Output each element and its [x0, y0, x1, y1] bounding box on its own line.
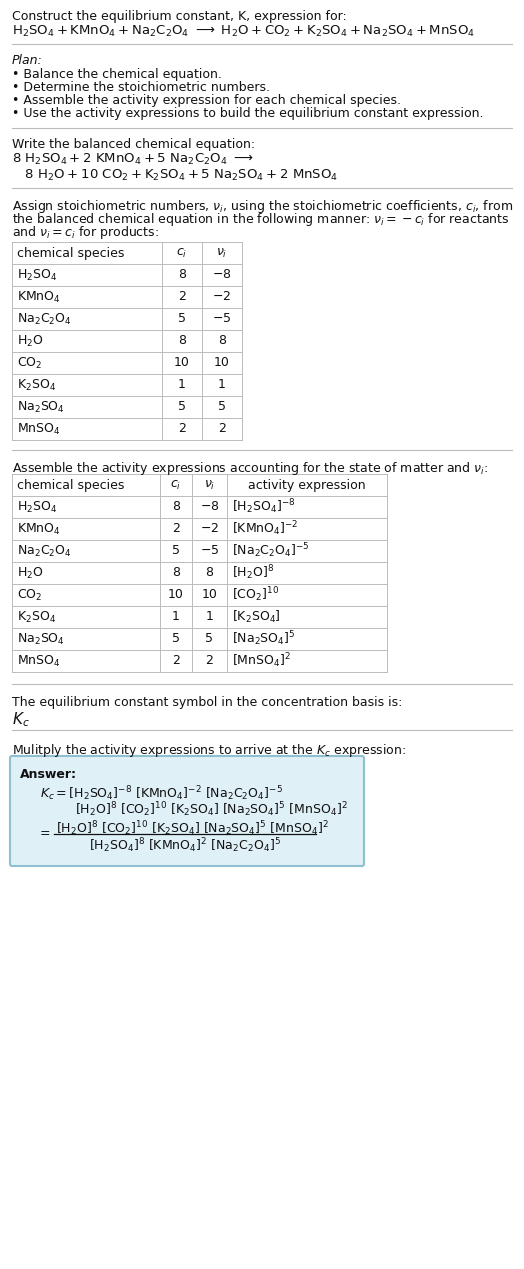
FancyBboxPatch shape: [10, 756, 364, 865]
Text: $c_i$: $c_i$: [170, 478, 182, 491]
Text: $\nu_i$: $\nu_i$: [216, 246, 228, 260]
Text: • Assemble the activity expression for each chemical species.: • Assemble the activity expression for e…: [12, 94, 401, 107]
Text: $\mathrm{H_2O}$: $\mathrm{H_2O}$: [17, 566, 43, 580]
Text: $\mathrm{KMnO_4}$: $\mathrm{KMnO_4}$: [17, 522, 61, 537]
Text: 2: 2: [172, 523, 180, 536]
Text: $\mathrm{K_2SO_4}$: $\mathrm{K_2SO_4}$: [17, 609, 56, 624]
Text: 8: 8: [172, 566, 180, 580]
Text: 5: 5: [218, 401, 226, 414]
Text: $\mathrm{[H_2O]^8}$: $\mathrm{[H_2O]^8}$: [232, 563, 274, 582]
Text: $\mathrm{[K_2SO_4]}$: $\mathrm{[K_2SO_4]}$: [232, 609, 281, 626]
Text: $-2$: $-2$: [212, 291, 232, 303]
Text: 10: 10: [168, 589, 184, 602]
Text: $K_c = \mathrm{[H_2SO_4]^{-8}\ [KMnO_4]^{-2}\ [Na_2C_2O_4]^{-5}}$: $K_c = \mathrm{[H_2SO_4]^{-8}\ [KMnO_4]^…: [40, 784, 283, 803]
Text: $\mathrm{K_2SO_4}$: $\mathrm{K_2SO_4}$: [17, 377, 56, 392]
Text: $\mathrm{CO_2}$: $\mathrm{CO_2}$: [17, 588, 42, 603]
Text: $\mathrm{MnSO_4}$: $\mathrm{MnSO_4}$: [17, 421, 61, 437]
Text: $\mathrm{H_2SO_4}$: $\mathrm{H_2SO_4}$: [17, 500, 57, 514]
Text: 8: 8: [178, 269, 186, 282]
Text: $\mathrm{Na_2SO_4}$: $\mathrm{Na_2SO_4}$: [17, 400, 65, 415]
Text: $-2$: $-2$: [200, 523, 219, 536]
Text: the balanced chemical equation in the following manner: $\nu_i = -c_i$ for react: the balanced chemical equation in the fo…: [12, 211, 509, 228]
Text: • Balance the chemical equation.: • Balance the chemical equation.: [12, 69, 222, 81]
Text: 1: 1: [218, 378, 226, 392]
Text: 2: 2: [178, 423, 186, 435]
Text: 2: 2: [218, 423, 226, 435]
Text: 8: 8: [172, 500, 180, 514]
Text: Construct the equilibrium constant, K, expression for:: Construct the equilibrium constant, K, e…: [12, 10, 347, 23]
Text: 5: 5: [178, 401, 186, 414]
Text: $-5$: $-5$: [212, 312, 232, 326]
Text: 10: 10: [202, 589, 217, 602]
Text: $\mathrm{[H_2O]^8\ [CO_2]^{10}\ [K_2SO_4]\ [Na_2SO_4]^5\ [MnSO_4]^2}$: $\mathrm{[H_2O]^8\ [CO_2]^{10}\ [K_2SO_4…: [75, 799, 348, 819]
Text: Answer:: Answer:: [20, 768, 77, 780]
Text: The equilibrium constant symbol in the concentration basis is:: The equilibrium constant symbol in the c…: [12, 695, 402, 709]
Text: $\mathrm{Na_2C_2O_4}$: $\mathrm{Na_2C_2O_4}$: [17, 543, 72, 558]
Text: $-8$: $-8$: [200, 500, 220, 514]
Text: 10: 10: [214, 357, 230, 369]
Text: $\mathrm{[H_2SO_4]^{-8}}$: $\mathrm{[H_2SO_4]^{-8}}$: [232, 497, 296, 516]
Text: Mulitply the activity expressions to arrive at the $K_c$ expression:: Mulitply the activity expressions to arr…: [12, 742, 406, 759]
Text: Write the balanced chemical equation:: Write the balanced chemical equation:: [12, 138, 255, 151]
Text: 8: 8: [218, 335, 226, 348]
Text: 2: 2: [172, 655, 180, 667]
Text: 5: 5: [172, 544, 180, 557]
Text: $\mathrm{CO_2}$: $\mathrm{CO_2}$: [17, 355, 42, 371]
Text: $\mathrm{[KMnO_4]^{-2}}$: $\mathrm{[KMnO_4]^{-2}}$: [232, 519, 299, 538]
Text: 1: 1: [178, 378, 186, 392]
Text: $c_i$: $c_i$: [177, 246, 188, 260]
Text: =: =: [40, 827, 51, 840]
Text: 8: 8: [205, 566, 213, 580]
Text: 2: 2: [178, 291, 186, 303]
Text: 5: 5: [178, 312, 186, 326]
Text: activity expression: activity expression: [248, 478, 366, 491]
Text: $\mathrm{[Na_2C_2O_4]^{-5}}$: $\mathrm{[Na_2C_2O_4]^{-5}}$: [232, 542, 310, 561]
Text: $\mathrm{\ \ \ 8\ H_2O + 10\ CO_2 + K_2SO_4 + 5\ Na_2SO_4 + 2\ MnSO_4}$: $\mathrm{\ \ \ 8\ H_2O + 10\ CO_2 + K_2S…: [12, 168, 338, 183]
Text: $\mathrm{[H_2O]^8\ [CO_2]^{10}\ [K_2SO_4]\ [Na_2SO_4]^5\ [MnSO_4]^2}$: $\mathrm{[H_2O]^8\ [CO_2]^{10}\ [K_2SO_4…: [56, 819, 329, 838]
Text: $\mathrm{[Na_2SO_4]^5}$: $\mathrm{[Na_2SO_4]^5}$: [232, 629, 296, 648]
Text: $K_c$: $K_c$: [12, 709, 30, 728]
Text: $\mathrm{H_2SO_4 + KMnO_4 + Na_2C_2O_4 \ \longrightarrow \ H_2O + CO_2 + K_2SO_4: $\mathrm{H_2SO_4 + KMnO_4 + Na_2C_2O_4 \…: [12, 24, 475, 39]
Text: $\mathrm{[MnSO_4]^2}$: $\mathrm{[MnSO_4]^2}$: [232, 652, 291, 670]
Text: $\mathrm{H_2SO_4}$: $\mathrm{H_2SO_4}$: [17, 268, 57, 283]
Text: Assign stoichiometric numbers, $\nu_i$, using the stoichiometric coefficients, $: Assign stoichiometric numbers, $\nu_i$, …: [12, 198, 513, 214]
Text: $\mathrm{[CO_2]^{10}}$: $\mathrm{[CO_2]^{10}}$: [232, 586, 279, 604]
Text: $-8$: $-8$: [212, 269, 232, 282]
Text: $\mathrm{Na_2C_2O_4}$: $\mathrm{Na_2C_2O_4}$: [17, 311, 72, 326]
Text: $\mathrm{Na_2SO_4}$: $\mathrm{Na_2SO_4}$: [17, 632, 65, 646]
Text: $-5$: $-5$: [200, 544, 219, 557]
Text: 2: 2: [205, 655, 213, 667]
Text: 5: 5: [205, 632, 213, 646]
Text: Plan:: Plan:: [12, 55, 43, 67]
Text: $\mathrm{MnSO_4}$: $\mathrm{MnSO_4}$: [17, 654, 61, 669]
Text: chemical species: chemical species: [17, 478, 124, 491]
Text: $\mathrm{KMnO_4}$: $\mathrm{KMnO_4}$: [17, 289, 61, 305]
Text: Assemble the activity expressions accounting for the state of matter and $\nu_i$: Assemble the activity expressions accoun…: [12, 459, 488, 477]
Text: 10: 10: [174, 357, 190, 369]
Text: 5: 5: [172, 632, 180, 646]
Text: 1: 1: [172, 610, 180, 623]
Text: $\mathrm{8\ H_2SO_4 + 2\ KMnO_4 + 5\ Na_2C_2O_4 \ \longrightarrow}$: $\mathrm{8\ H_2SO_4 + 2\ KMnO_4 + 5\ Na_…: [12, 152, 254, 168]
Text: chemical species: chemical species: [17, 246, 124, 259]
Text: 1: 1: [205, 610, 213, 623]
Text: $\nu_i$: $\nu_i$: [204, 478, 215, 491]
Text: • Use the activity expressions to build the equilibrium constant expression.: • Use the activity expressions to build …: [12, 107, 484, 121]
Text: $\mathrm{H_2O}$: $\mathrm{H_2O}$: [17, 334, 43, 349]
Text: and $\nu_i = c_i$ for products:: and $\nu_i = c_i$ for products:: [12, 225, 159, 241]
Text: • Determine the stoichiometric numbers.: • Determine the stoichiometric numbers.: [12, 81, 270, 94]
Text: 8: 8: [178, 335, 186, 348]
Text: $\mathrm{[H_2SO_4]^8\ [KMnO_4]^2\ [Na_2C_2O_4]^5}$: $\mathrm{[H_2SO_4]^8\ [KMnO_4]^2\ [Na_2C…: [89, 836, 281, 855]
